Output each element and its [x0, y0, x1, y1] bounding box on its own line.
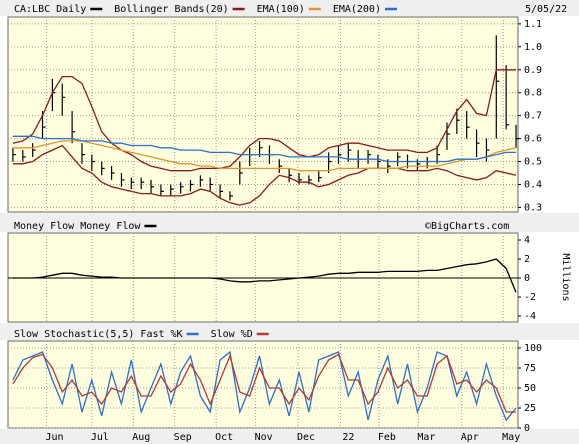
y-tick-label: 25 — [524, 403, 536, 414]
x-tick-label: Nov — [255, 432, 273, 443]
y-tick-label: 50 — [524, 383, 536, 394]
indicator-line — [12, 135, 516, 163]
y-tick-label: -4 — [524, 311, 536, 322]
x-tick-label: Mar — [417, 432, 435, 443]
legend-label: Slow %D — [211, 329, 253, 340]
x-tick-label: Apr — [461, 432, 479, 443]
panel-title: Slow Stochastic(5,5) — [14, 329, 134, 340]
x-tick-label: 22 — [342, 432, 354, 443]
plot-area — [7, 232, 519, 323]
legend-label: CA:LBC Daily — [14, 4, 86, 15]
y-tick-label: 0.4 — [524, 179, 542, 190]
credit: ©BigCharts.com — [425, 221, 509, 232]
panel-title: Money Flow — [14, 221, 75, 232]
x-tick-label: Jun — [45, 432, 63, 443]
plot-area — [7, 16, 519, 213]
legend-label: Money Flow — [80, 221, 141, 232]
y-tick-label: 1.0 — [524, 42, 542, 53]
x-tick-label: Oct — [215, 432, 233, 443]
y-tick-label: 0.7 — [524, 111, 542, 122]
y-tick-label: 0.8 — [524, 88, 542, 99]
y-tick-label: 0.6 — [524, 134, 542, 145]
indicator-line — [12, 353, 516, 413]
y-tick-label: 4 — [524, 235, 530, 246]
legend-label: Fast %K — [140, 329, 182, 340]
y-tick-label: 2 — [524, 254, 530, 265]
legend-label: Bollinger Bands(20) — [114, 4, 228, 15]
date-label: 5/05/22 — [525, 4, 567, 15]
y-tick-label: -2 — [524, 292, 536, 303]
x-tick-label: May — [502, 432, 520, 443]
axis-label: Millions — [560, 253, 571, 301]
indicator-line — [12, 69, 516, 172]
legend-label: EMA(100) — [257, 4, 305, 15]
y-tick-label: 0.3 — [524, 202, 542, 213]
x-tick-label: Jul — [91, 432, 109, 443]
indicator-line-lower — [12, 144, 517, 206]
y-tick-label: 0 — [524, 273, 530, 284]
x-tick-label: Feb — [378, 432, 396, 443]
y-tick-label: 0.5 — [524, 157, 542, 168]
x-tick-label: Aug — [132, 432, 150, 443]
y-tick-label: 1.1 — [524, 19, 542, 30]
indicator-line — [12, 140, 517, 172]
indicator-line — [12, 258, 517, 293]
y-tick-label: 0.9 — [524, 65, 542, 76]
y-tick-label: 100 — [524, 343, 542, 354]
y-tick-label: 0 — [524, 423, 530, 434]
x-tick-label: Sep — [174, 432, 192, 443]
x-tick-label: Dec — [297, 432, 315, 443]
y-tick-label: 75 — [524, 363, 536, 374]
legend-label: EMA(200) — [333, 4, 381, 15]
